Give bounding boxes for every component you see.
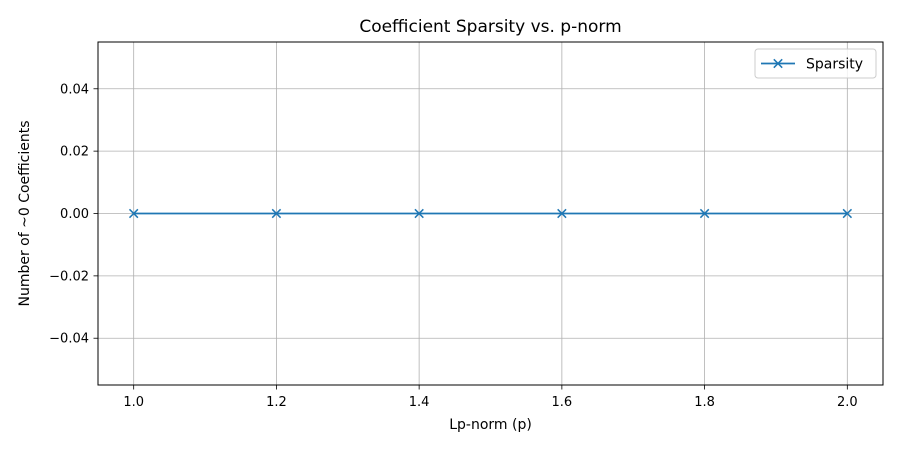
- y-tick-label: 0.00: [60, 207, 89, 222]
- legend-label-sparsity: Sparsity: [806, 57, 863, 73]
- x-tick-label: 1.6: [552, 395, 573, 410]
- y-tick-label: −0.02: [49, 269, 89, 284]
- legend: Sparsity: [754, 48, 877, 79]
- data-point-marker: [699, 208, 710, 219]
- legend-x-marker-stroke: [773, 58, 783, 69]
- series-layer: [128, 208, 853, 219]
- data-point-marker: [842, 208, 853, 219]
- chart-title: Coefficient Sparsity vs. p-norm: [359, 17, 621, 37]
- y-tick-label: 0.04: [60, 82, 89, 97]
- data-point-marker: [557, 208, 567, 219]
- x-axis-ticks: 1.0 1.2 1.4 1.6 1.8 2.0: [123, 385, 858, 410]
- x-tick-label: 1.2: [266, 395, 287, 410]
- y-tick-label: 0.02: [60, 145, 89, 160]
- x-tick-label: 1.4: [409, 395, 430, 410]
- data-point-marker: [128, 208, 139, 219]
- data-point-marker-stroke: [414, 208, 424, 219]
- data-point-marker-stroke: [271, 208, 282, 219]
- data-point-marker: [414, 208, 424, 219]
- data-point-marker-stroke: [128, 208, 139, 219]
- legend-box: [754, 48, 877, 79]
- x-axis-label: Lp-norm (p): [449, 417, 532, 433]
- y-tick-label: −0.04: [49, 332, 89, 347]
- legend-x-marker: [773, 58, 783, 69]
- data-point-marker-stroke: [557, 208, 567, 219]
- x-tick-label: 2.0: [837, 395, 858, 410]
- data-point-marker: [271, 208, 282, 219]
- data-point-marker-stroke: [699, 208, 710, 219]
- y-axis-label: Number of ~0 Coefficients: [17, 120, 33, 306]
- y-axis-ticks: −0.04 −0.02 0.00 0.02 0.04: [49, 82, 98, 347]
- legend-marker-sparsity: [773, 58, 783, 69]
- data-point-marker-stroke: [842, 208, 853, 219]
- x-tick-label: 1.0: [123, 395, 144, 410]
- x-tick-label: 1.8: [694, 395, 715, 410]
